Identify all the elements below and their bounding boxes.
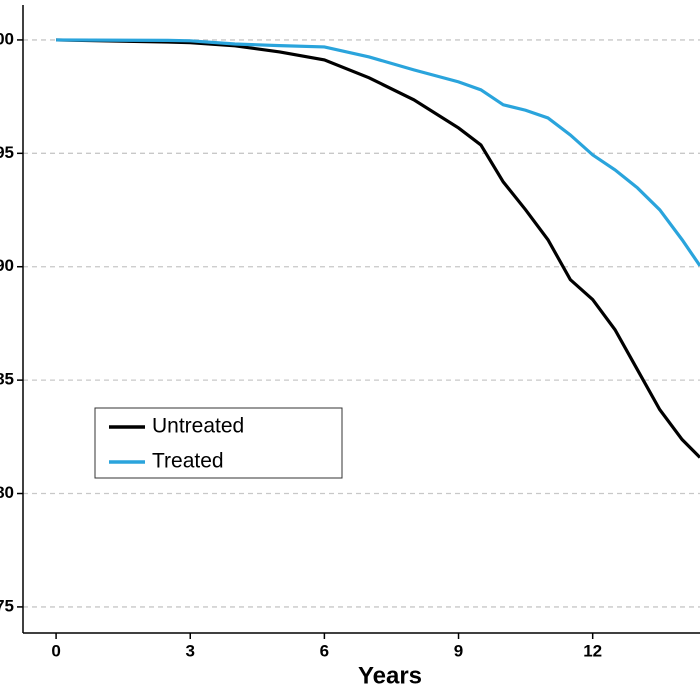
y-tick-label: 0.75 (0, 596, 14, 615)
line-series (56, 38, 700, 459)
x-tick-label: 12 (583, 641, 602, 660)
y-tick-label: 0.95 (0, 143, 14, 162)
legend-label: Treated (152, 450, 224, 473)
y-tick-label: 1.00 (0, 29, 14, 48)
x-axis-label: Years (358, 662, 422, 689)
legend-label: Untreated (152, 415, 244, 438)
y-tick-label: 0.85 (0, 370, 14, 389)
legend-box (94, 407, 343, 479)
line-series (56, 38, 700, 267)
x-tick-label: 0 (51, 641, 60, 660)
y-tick-label: 0.80 (0, 483, 14, 502)
x-tick-label: 9 (454, 641, 463, 660)
x-tick-label: 3 (186, 641, 195, 660)
x-tick-label: 6 (320, 641, 329, 660)
y-tick-label: 0.90 (0, 256, 14, 275)
